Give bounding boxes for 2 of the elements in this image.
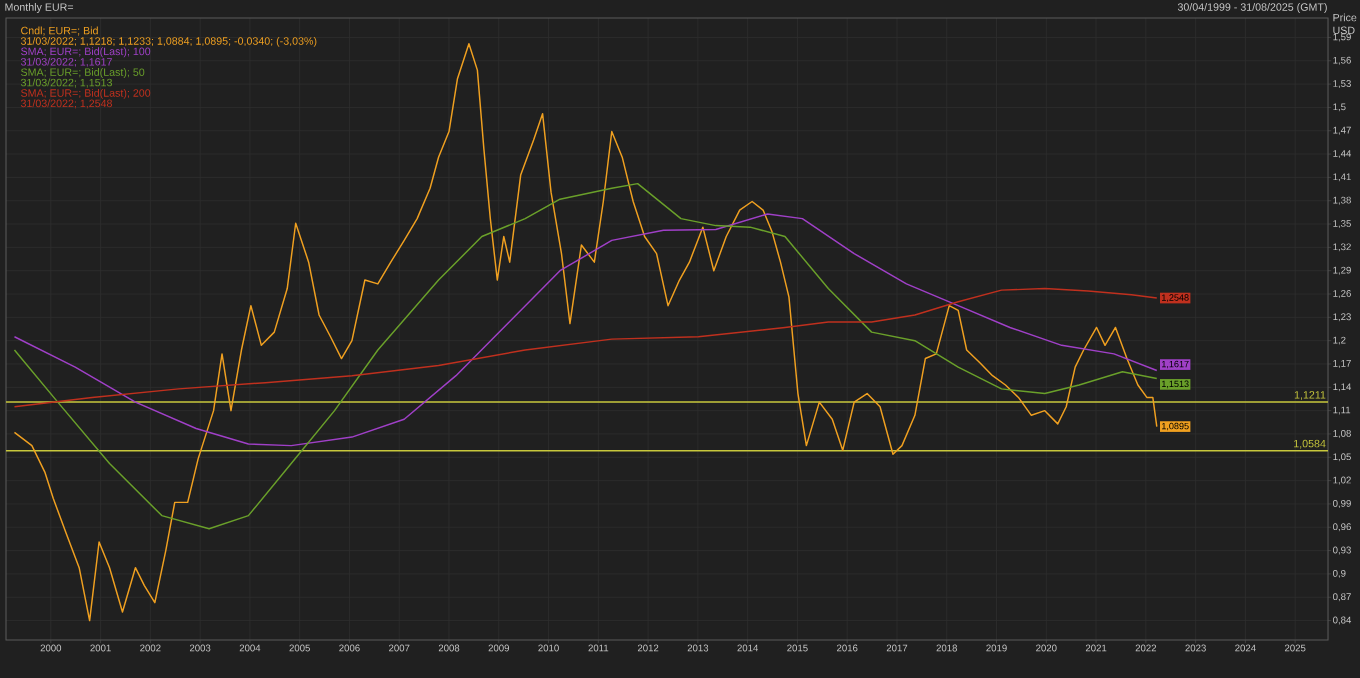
line-series	[13, 182, 1158, 530]
line-series	[13, 213, 1158, 447]
